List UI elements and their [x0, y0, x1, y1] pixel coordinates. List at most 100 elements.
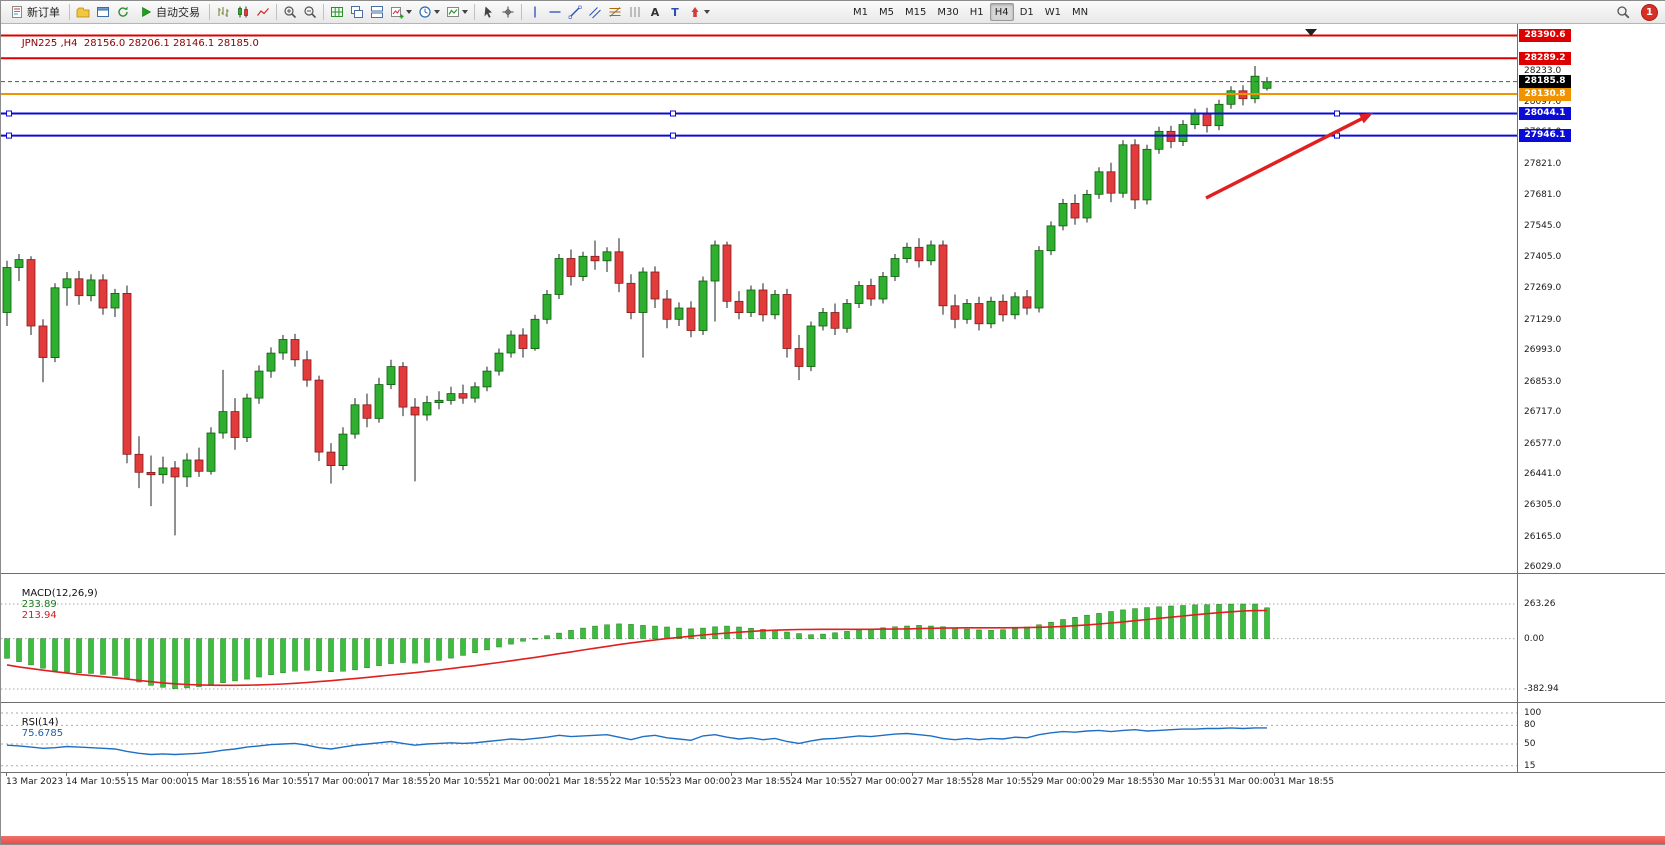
vertical-line-button[interactable]	[525, 3, 545, 22]
candle	[338, 427, 348, 471]
arrange-windows-button[interactable]	[327, 3, 347, 22]
candle	[998, 294, 1008, 322]
time-axis[interactable]: 13 Mar 2023 14 Mar 10:55 15 Mar 00:00 15 Ma…	[1, 773, 1517, 792]
timeframe-d1[interactable]: D1	[1015, 3, 1039, 21]
candle	[818, 308, 828, 331]
timeframe-m1[interactable]: M1	[848, 3, 873, 21]
line-handle[interactable]	[6, 132, 12, 139]
panel-separator[interactable]	[1, 573, 1665, 574]
notification-badge[interactable]: 1	[1641, 3, 1658, 21]
trend-arrow[interactable]	[1205, 113, 1373, 200]
timeframe-m5[interactable]: M5	[874, 3, 899, 21]
macd-bar	[268, 638, 274, 676]
new-chart-button[interactable]	[387, 3, 415, 22]
price-axis[interactable]: 28369.028233.028097.027961.027821.027681…	[1517, 24, 1665, 772]
candle	[974, 296, 984, 331]
macd-bar	[592, 625, 598, 639]
chart-shift-marker[interactable]	[1305, 29, 1317, 36]
zoom-out-button[interactable]	[300, 3, 320, 22]
timeframe-h1[interactable]: H1	[965, 3, 989, 21]
macd-bar	[220, 638, 226, 683]
candle	[722, 241, 732, 308]
fibonacci-button[interactable]	[605, 3, 625, 22]
line-handle[interactable]	[670, 110, 676, 117]
macd-bar	[1060, 619, 1066, 639]
timeframe-m30[interactable]: M30	[932, 3, 963, 21]
search-button[interactable]	[1613, 3, 1633, 22]
time-axis-label: 27 Mar 18:55	[912, 777, 973, 787]
macd-bar	[88, 638, 94, 674]
time-axis-label: 15 Mar 18:55	[187, 777, 248, 787]
candle	[806, 321, 816, 372]
rsi-tick-label: 15	[1524, 761, 1536, 771]
price-chart-canvas[interactable]	[1, 24, 1517, 573]
tile-windows-button[interactable]	[367, 3, 387, 22]
crosshair-button[interactable]	[498, 3, 518, 22]
macd-bar	[580, 627, 586, 639]
timeframe-m15[interactable]: M15	[900, 3, 931, 21]
horizontal-line-button[interactable]	[545, 3, 565, 22]
candle	[1202, 107, 1212, 133]
time-tick	[1093, 773, 1094, 776]
candle	[626, 274, 636, 320]
text-button[interactable]: A	[645, 3, 665, 22]
macd-bar	[640, 625, 646, 639]
cycle-lines-button[interactable]	[625, 3, 645, 22]
time-axis-label: 17 Mar 00:00	[308, 777, 369, 787]
data-window-button[interactable]	[93, 3, 113, 22]
macd-bar	[1216, 604, 1222, 639]
macd-bar	[16, 638, 22, 662]
macd-bar	[232, 638, 238, 682]
line-chart-button[interactable]	[253, 3, 273, 22]
panel-separator[interactable]	[1, 772, 1665, 773]
profiles-button[interactable]	[73, 3, 93, 22]
candle	[110, 288, 120, 317]
bottom-scrollbar[interactable]	[1, 836, 1665, 844]
time-tick	[1032, 773, 1033, 776]
timeframe-w1[interactable]: W1	[1040, 3, 1066, 21]
channel-button[interactable]	[585, 3, 605, 22]
indicators-icon	[446, 5, 460, 19]
text-label-button[interactable]: T	[665, 3, 685, 22]
timeframe-h4[interactable]: H4	[989, 3, 1014, 21]
trendline-button[interactable]	[565, 3, 585, 22]
time-axis-label: 22 Mar 10:55	[610, 777, 671, 787]
candlestick-chart-button[interactable]	[233, 3, 253, 22]
candle	[710, 240, 720, 322]
rsi-panel-canvas[interactable]	[1, 703, 1517, 772]
panel-separator[interactable]	[1, 702, 1665, 703]
timeframe-mn[interactable]: MN	[1067, 3, 1093, 21]
cursor-button[interactable]	[478, 3, 498, 22]
bar-chart-button[interactable]	[213, 3, 233, 22]
autotrading-button[interactable]: 自动交易	[133, 3, 206, 22]
indicators-button[interactable]	[443, 3, 471, 22]
time-tick	[127, 773, 128, 776]
candle	[38, 319, 48, 383]
time-axis-label: 21 Mar 00:00	[489, 777, 550, 787]
macd-bar	[1108, 611, 1114, 639]
toolbar-right-group: 1	[1613, 3, 1658, 22]
arrows-shapes-button[interactable]	[685, 3, 713, 22]
macd-bar	[208, 638, 214, 685]
macd-tick-label: 0.00	[1524, 634, 1545, 644]
time-axis-label: 29 Mar 00:00	[1032, 777, 1093, 787]
candle	[530, 314, 540, 351]
line-handle[interactable]	[670, 132, 676, 139]
macd-bar	[796, 633, 802, 639]
line-handle[interactable]	[6, 110, 12, 117]
dropdown-caret-icon	[434, 10, 440, 14]
fibonacci-icon	[608, 5, 622, 19]
arrows-shapes-icon	[688, 5, 702, 19]
cascade-windows-button[interactable]	[347, 3, 367, 22]
cycle-lines-icon	[628, 5, 642, 19]
macd-bar	[808, 634, 814, 639]
macd-bar	[364, 638, 370, 669]
candle	[122, 285, 132, 464]
candle	[1142, 144, 1152, 205]
periods-button[interactable]	[415, 3, 443, 22]
line-handle[interactable]	[1334, 110, 1340, 117]
new-order-button[interactable]: 新订单	[4, 3, 66, 22]
zoom-in-button[interactable]	[280, 3, 300, 22]
refresh-button[interactable]	[113, 3, 133, 22]
macd-panel-canvas[interactable]	[1, 574, 1517, 702]
